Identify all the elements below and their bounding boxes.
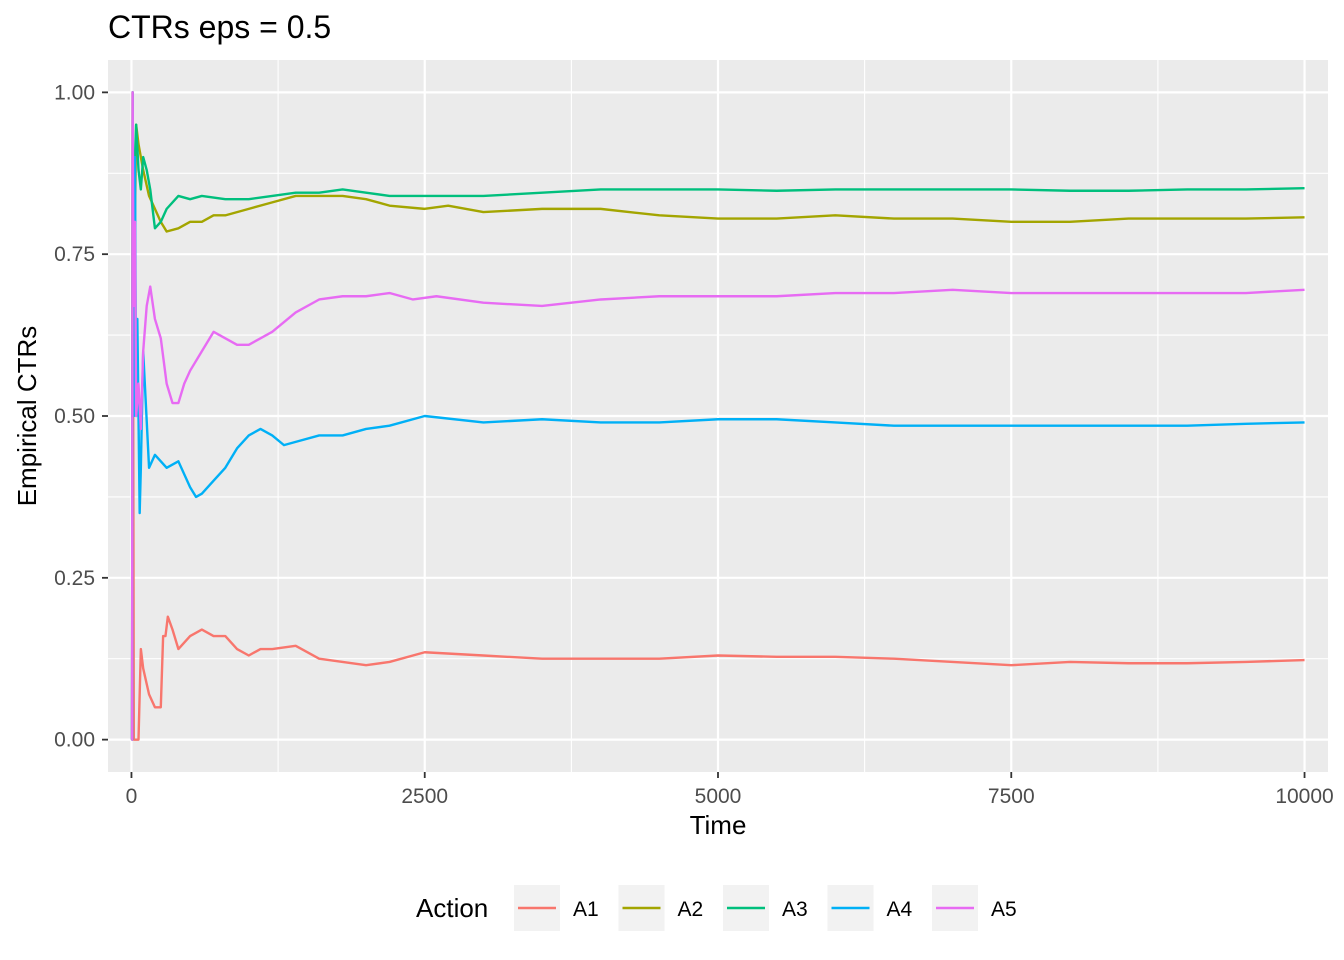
legend-label: A4 — [887, 898, 913, 921]
series-lines — [130, 91, 1305, 741]
legend-label: A1 — [573, 898, 599, 921]
legend-item-a5: A5 — [932, 885, 1017, 931]
x-axis-title: Time — [690, 810, 747, 840]
series-line-a1 — [130, 91, 1305, 741]
x-tick-label: 10000 — [1275, 785, 1333, 808]
y-tick-label: 0.00 — [54, 729, 95, 752]
x-axis-ticks: 0 2500 5000 7500 10000 — [126, 772, 1334, 808]
legend-label: A3 — [782, 898, 808, 921]
chart-title: CTRs eps = 0.5 — [108, 9, 331, 45]
series-line-a5 — [130, 91, 1305, 741]
y-tick-label: 0.25 — [54, 567, 95, 590]
legend: Action A1 A2 A3 A4 A5 — [416, 885, 1017, 931]
legend-item-a3: A3 — [723, 885, 808, 931]
legend-title: Action — [416, 893, 488, 923]
legend-item-a2: A2 — [618, 885, 704, 931]
x-tick-label: 0 — [126, 785, 138, 808]
series-line-a4 — [130, 91, 1305, 741]
y-tick-label: 0.75 — [54, 243, 95, 266]
y-axis-ticks: 0.00 0.25 0.50 0.75 1.00 — [54, 81, 108, 752]
x-tick-label: 2500 — [401, 785, 448, 808]
y-axis-title: Empirical CTRs — [12, 326, 42, 507]
x-tick-label: 5000 — [695, 785, 742, 808]
legend-item-a4: A4 — [827, 885, 913, 931]
series-line-a3 — [130, 123, 1305, 741]
y-tick-label: 1.00 — [54, 81, 95, 104]
y-tick-label: 0.50 — [54, 405, 95, 428]
legend-items: A1 A2 A3 A4 A5 — [514, 885, 1017, 931]
series-line-a2 — [130, 91, 1305, 741]
legend-item-a1: A1 — [514, 885, 599, 931]
legend-label: A5 — [991, 898, 1017, 921]
x-tick-label: 7500 — [988, 785, 1035, 808]
legend-label: A2 — [678, 898, 704, 921]
